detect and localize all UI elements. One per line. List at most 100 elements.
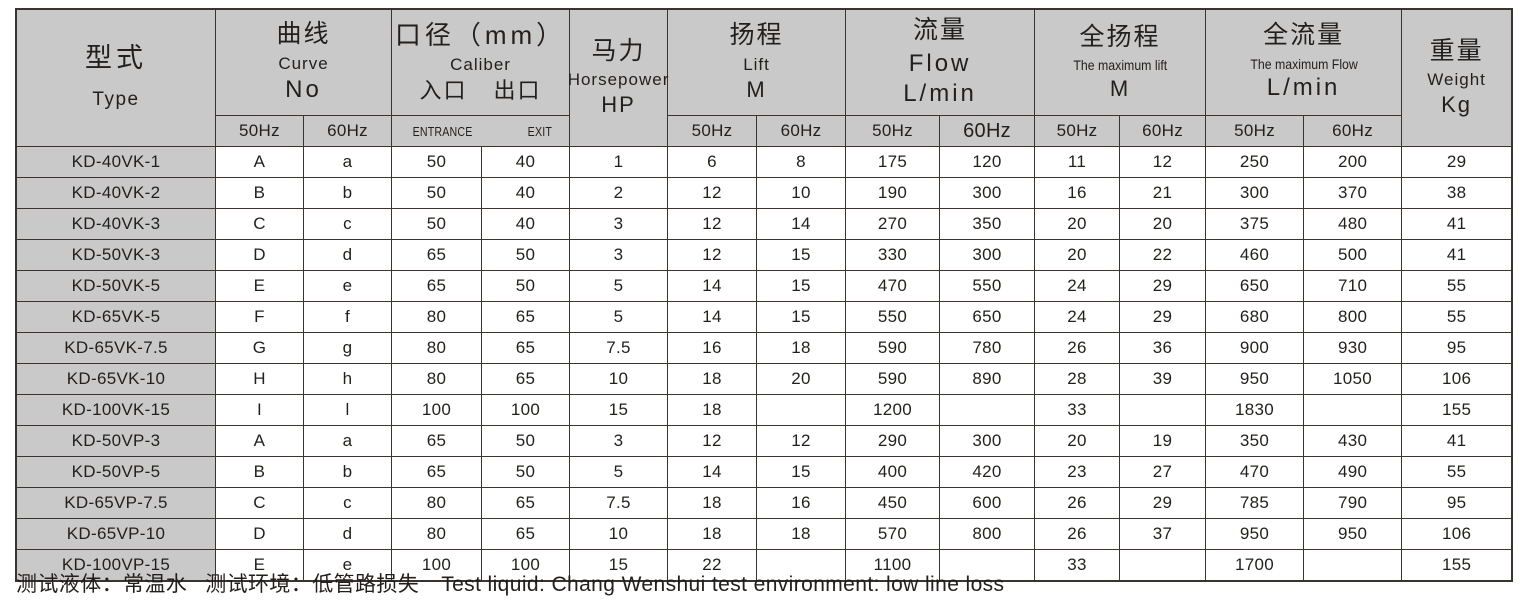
cell-curve-50: E [215,549,304,582]
cell-maxlift-60: 22 [1119,239,1207,272]
footer-liquid-value: 常温水 [123,573,188,596]
cell-curve-60: l [302,394,393,427]
cell-lift-50: 12 [667,177,758,210]
cell-lift-50: 16 [667,332,758,365]
cell-maxflow-50: 350 [1205,425,1305,458]
header-weight: 重量 Weight Kg [1401,8,1513,148]
cell-flow-50: 330 [845,239,941,272]
cell-curve-50: H [215,363,304,396]
header-max-lift-unit: M [1109,75,1131,101]
cell-maxlift-60: 29 [1119,301,1207,334]
header-caliber-en: Caliber [450,54,511,74]
header-horsepower-unit: HP [601,92,636,118]
cell-maxflow-60: 930 [1303,332,1403,365]
cell-maxlift-50: 26 [1034,518,1121,551]
cell-flow-50: 190 [845,177,941,210]
subheader-caliber-entrance: ENTRANCE [412,123,473,139]
cell-exit: 40 [481,177,571,210]
cell-weight: 41 [1401,425,1513,458]
cell-hp: 7.5 [569,332,669,365]
cell-entrance: 100 [391,394,483,427]
cell-entrance: 50 [391,146,483,179]
cell-maxlift-50: 24 [1034,270,1121,303]
header-weight-en: Weight [1427,70,1486,90]
header-weight-unit: Kg [1441,92,1473,118]
cell-flow-60: 300 [939,239,1036,272]
cell-type: KD-65VP-7.5 [16,487,216,520]
cell-lift-60: 18 [756,332,847,365]
cell-curve-50: F [215,301,304,334]
cell-flow-60: 600 [939,487,1036,520]
cell-maxflow-60: 370 [1303,177,1403,210]
cell-hp: 5 [569,301,669,334]
cell-exit: 65 [481,487,571,520]
cell-hp: 15 [569,394,669,427]
cell-lift-50: 6 [667,146,758,179]
cell-type: KD-65VP-10 [16,518,216,551]
header-lift-cn: 扬程 [729,21,784,50]
cell-flow-60: 780 [939,332,1036,365]
subheader-flow-60hz: 60Hz [939,115,1036,148]
subheader-flow-50hz: 50Hz [845,115,941,148]
cell-exit: 100 [481,549,571,582]
cell-entrance: 50 [391,208,483,241]
cell-curve-50: C [215,487,304,520]
cell-maxlift-50: 33 [1034,549,1121,582]
cell-maxlift-60: 36 [1119,332,1207,365]
cell-weight: 55 [1401,270,1513,303]
cell-weight: 155 [1401,549,1513,582]
cell-flow-60: 800 [939,518,1036,551]
cell-maxlift-50: 28 [1034,363,1121,396]
cell-curve-60: c [302,208,393,241]
subheader-max-lift-60hz: 60Hz [1119,115,1207,148]
cell-exit: 65 [481,363,571,396]
cell-curve-60: b [302,456,393,489]
cell-exit: 65 [481,332,571,365]
cell-maxlift-50: 20 [1034,425,1121,458]
cell-curve-50: B [215,456,304,489]
cell-exit: 65 [481,301,571,334]
cell-flow-50: 175 [845,146,941,179]
cell-exit: 50 [481,456,571,489]
cell-entrance: 80 [391,518,483,551]
cell-maxflow-60: 430 [1303,425,1403,458]
cell-curve-60: d [302,518,393,551]
cell-flow-50: 570 [845,518,941,551]
header-max-lift-en: The maximum lift [1073,57,1167,74]
cell-type: KD-50VP-5 [16,456,216,489]
cell-type: KD-40VK-3 [16,208,216,241]
cell-lift-50: 18 [667,363,758,396]
cell-flow-50: 1100 [845,549,941,582]
cell-maxlift-60: 39 [1119,363,1207,396]
cell-lift-50: 22 [667,549,758,582]
cell-maxflow-60 [1303,394,1403,427]
header-lift-unit: M [746,76,767,102]
cell-maxlift-50: 33 [1034,394,1121,427]
cell-entrance: 100 [391,549,483,582]
subheader-max-flow-60hz: 60Hz [1303,115,1403,148]
cell-curve-60: e [302,549,393,582]
cell-weight: 106 [1401,363,1513,396]
header-curve-en: Curve [278,53,329,73]
cell-entrance: 80 [391,363,483,396]
cell-lift-60: 16 [756,487,847,520]
header-flow-en: Flow [908,49,972,77]
cell-maxflow-60: 500 [1303,239,1403,272]
cell-maxflow-60: 1050 [1303,363,1403,396]
cell-maxflow-50: 250 [1205,146,1305,179]
cell-type: KD-65VK-5 [16,301,216,334]
cell-type: KD-50VK-5 [16,270,216,303]
cell-flow-60: 890 [939,363,1036,396]
header-type-cn: 型式 [85,43,147,74]
